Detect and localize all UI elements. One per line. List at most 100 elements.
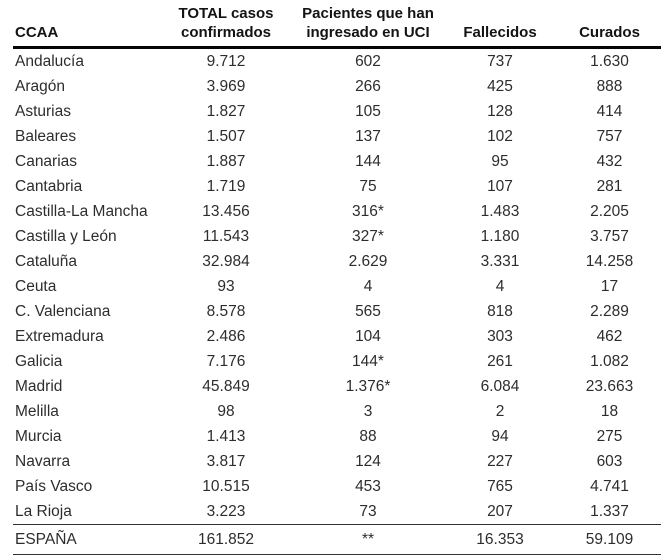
table-cell: 94 bbox=[491, 427, 509, 445]
table-cell: 1.337 bbox=[590, 502, 629, 520]
header-curados: Curados bbox=[558, 2, 661, 49]
row-label: Baleares bbox=[15, 127, 77, 145]
table-row: Cantabria 1.719 75 107 281 bbox=[13, 174, 661, 199]
table-row: Castilla y León 11.543 327* 1.180 3.757 bbox=[13, 224, 661, 249]
table-cell: 17 bbox=[600, 277, 619, 295]
row-label: Extremadura bbox=[15, 327, 104, 345]
table-cell: 261 bbox=[487, 352, 513, 370]
table-row: La Rioja 3.223 73 207 1.337 bbox=[13, 499, 661, 525]
table-cell: 9.712 bbox=[206, 52, 246, 70]
table-cell: 8.578 bbox=[206, 302, 246, 320]
table-cell: 327* bbox=[352, 227, 384, 245]
header-fallecidos: Fallecidos bbox=[442, 2, 558, 49]
row-label: Andalucía bbox=[15, 52, 84, 70]
header-uci-line2: ingresado en UCI bbox=[306, 24, 430, 41]
table-row: Extremadura 2.486 104 303 462 bbox=[13, 324, 661, 349]
table-cell: 1.827 bbox=[206, 102, 246, 120]
table-cell: 1.887 bbox=[206, 152, 246, 170]
row-label: País Vasco bbox=[15, 477, 93, 495]
table-header: CCAA TOTAL casos confirmados Pacientes q… bbox=[13, 2, 661, 49]
table-cell: 11.543 bbox=[202, 227, 250, 245]
row-label: Murcia bbox=[15, 427, 62, 445]
table-cell: 818 bbox=[487, 302, 513, 320]
table-cell: 93 bbox=[217, 277, 235, 295]
table-cell: 2.205 bbox=[590, 202, 629, 220]
total-row: ESPAÑA 161.852 ** 16.353 59.109 bbox=[13, 524, 661, 555]
table-cell: 1.630 bbox=[590, 52, 629, 70]
table-row: Andalucía 9.712 602 737 1.630 bbox=[13, 48, 661, 75]
table-cell: 144* bbox=[352, 352, 384, 370]
header-total-casos-line1: TOTAL casos bbox=[178, 5, 274, 22]
row-label: La Rioja bbox=[15, 502, 72, 520]
table-row: Murcia 1.413 88 94 275 bbox=[13, 424, 661, 449]
table-row: Navarra 3.817 124 227 603 bbox=[13, 449, 661, 474]
header-row: CCAA TOTAL casos confirmados Pacientes q… bbox=[13, 2, 661, 49]
row-label: Cantabria bbox=[15, 177, 83, 195]
table-row: C. Valenciana 8.578 565 818 2.289 bbox=[13, 299, 661, 324]
row-label: Galicia bbox=[15, 352, 63, 370]
table-cell: 137 bbox=[355, 127, 381, 145]
table-cell: 2.629 bbox=[348, 252, 388, 270]
row-label: Canarias bbox=[15, 152, 78, 170]
table-cell: 602 bbox=[355, 52, 381, 70]
table-cell: 1.483 bbox=[480, 202, 520, 220]
table-cell: 144 bbox=[355, 152, 381, 170]
row-label: C. Valenciana bbox=[15, 302, 111, 320]
table-cell: 207 bbox=[487, 502, 513, 520]
row-label: Cataluña bbox=[15, 252, 78, 270]
table-row: Melilla 98 3 2 18 bbox=[13, 399, 661, 424]
table-cell: 227 bbox=[487, 452, 513, 470]
header-ccaa-label: CCAA bbox=[15, 24, 59, 41]
total-confirmados: 161.852 bbox=[158, 524, 294, 555]
total-uci: ** bbox=[294, 524, 442, 555]
table-cell: 2.486 bbox=[206, 327, 246, 345]
table-cell: 1.719 bbox=[206, 177, 246, 195]
table-cell: 45.849 bbox=[202, 377, 250, 395]
table-cell: 124 bbox=[355, 452, 381, 470]
table-row: Galicia 7.176 144* 261 1.082 bbox=[13, 349, 661, 374]
header-uci-line1: Pacientes que han bbox=[302, 5, 434, 22]
table-cell: 603 bbox=[596, 452, 623, 470]
table-row: Baleares 1.507 137 102 757 bbox=[13, 124, 661, 149]
table-row: Castilla-La Mancha 13.456 316* 1.483 2.205 bbox=[13, 199, 661, 224]
table-cell: 128 bbox=[487, 102, 513, 120]
table-cell: 757 bbox=[596, 127, 623, 145]
table-body: Andalucía 9.712 602 737 1.630 Aragón 3.969 266 4… bbox=[13, 48, 661, 525]
table-cell: 105 bbox=[355, 102, 381, 120]
table-row: Aragón 3.969 266 425 888 bbox=[13, 74, 661, 99]
table-row: Ceuta 93 4 4 17 bbox=[13, 274, 661, 299]
table-cell: 88 bbox=[359, 427, 377, 445]
table-cell: 1.180 bbox=[480, 227, 520, 245]
table-cell: 1.376* bbox=[345, 377, 391, 395]
table-cell: 1.413 bbox=[206, 427, 246, 445]
header-uci: Pacientes que han ingresado en UCI bbox=[294, 2, 442, 49]
table-cell: 14.258 bbox=[585, 252, 634, 270]
total-row-label: ESPAÑA bbox=[13, 524, 158, 555]
table-row: Asturias 1.827 105 128 414 bbox=[13, 99, 661, 124]
row-label: Castilla-La Mancha bbox=[15, 202, 148, 220]
table-cell: 4.741 bbox=[590, 477, 629, 495]
covid-ccaa-table: CCAA TOTAL casos confirmados Pacientes q… bbox=[13, 2, 661, 555]
table-cell: 2.289 bbox=[590, 302, 629, 320]
table-row: Madrid 45.849 1.376* 6.084 23.663 bbox=[13, 374, 661, 399]
table-cell: 102 bbox=[487, 127, 513, 145]
table-cell: 266 bbox=[355, 77, 381, 95]
table-cell: 23.663 bbox=[585, 377, 634, 395]
table-cell: 1.507 bbox=[206, 127, 246, 145]
header-total-casos-line2: confirmados bbox=[180, 24, 271, 41]
row-label: Madrid bbox=[15, 377, 63, 395]
table-cell: 73 bbox=[359, 502, 377, 520]
table-cell: 4 bbox=[495, 277, 505, 295]
table-cell: 98 bbox=[217, 402, 235, 420]
header-fallecidos-label: Fallecidos bbox=[463, 24, 537, 41]
table-cell: 3.817 bbox=[206, 452, 246, 470]
table-cell: 281 bbox=[596, 177, 623, 195]
table-cell: 6.084 bbox=[480, 377, 520, 395]
row-label: Asturias bbox=[15, 102, 71, 120]
row-label: Navarra bbox=[15, 452, 71, 470]
header-total-casos: TOTAL casos confirmados bbox=[158, 2, 294, 49]
table-cell: 737 bbox=[487, 52, 513, 70]
table-cell: 3 bbox=[363, 402, 373, 420]
table-cell: 75 bbox=[359, 177, 377, 195]
